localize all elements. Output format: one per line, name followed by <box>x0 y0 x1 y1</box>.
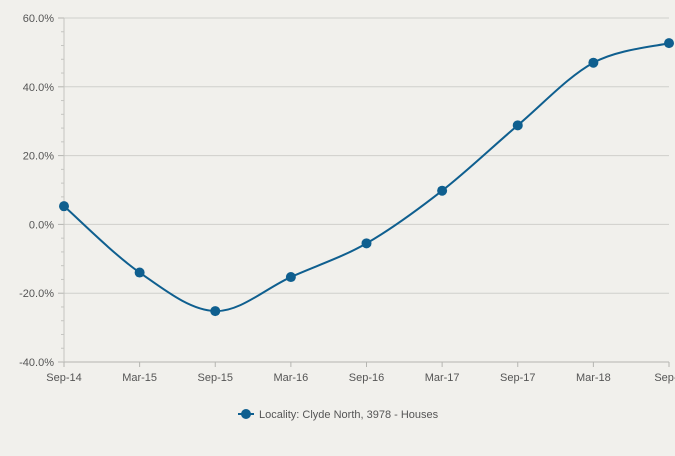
y-axis: -40.0% -20.0% 0.0% 20.0% 40.0% 60.0% <box>19 13 65 369</box>
legend[interactable]: Locality: Clyde North, 3978 - Houses <box>238 409 439 421</box>
y-tick-label: 60.0% <box>23 13 54 25</box>
y-tick-label: -20.0% <box>19 288 54 300</box>
data-point[interactable] <box>59 201 69 212</box>
y-tick-label: 40.0% <box>23 82 54 94</box>
x-tick-label: Sep-14 <box>46 372 81 384</box>
data-point[interactable] <box>134 267 145 278</box>
data-point[interactable] <box>588 57 599 68</box>
y-tick-label: -40.0% <box>19 357 54 369</box>
data-point[interactable] <box>437 185 448 196</box>
data-point[interactable] <box>361 238 372 249</box>
x-tick-label: Mar-15 <box>122 372 157 384</box>
x-tick-label: Sep-16 <box>349 372 384 384</box>
legend-marker <box>241 409 251 419</box>
x-tick-label: Sep-17 <box>500 372 535 384</box>
x-tick-label: Sep-15 <box>198 372 233 384</box>
x-tick-label: Mar-18 <box>576 372 611 384</box>
y-tick-label: 0.0% <box>29 219 54 231</box>
series-layer <box>59 38 674 317</box>
data-point[interactable] <box>664 38 674 49</box>
legend-label: Locality: Clyde North, 3978 - Houses <box>259 409 439 421</box>
x-tick-label: Mar-16 <box>273 372 308 384</box>
data-point[interactable] <box>210 306 221 317</box>
x-tick-label: Sep-1 <box>654 372 675 384</box>
x-tick-label: Mar-17 <box>425 372 460 384</box>
y-tick-label: 20.0% <box>23 151 54 163</box>
x-axis: Sep-14 Mar-15 Sep-15 Mar-16 Sep-16 Mar-17 Sep-… <box>46 361 675 384</box>
data-point[interactable] <box>512 120 523 131</box>
data-point[interactable] <box>285 272 296 283</box>
